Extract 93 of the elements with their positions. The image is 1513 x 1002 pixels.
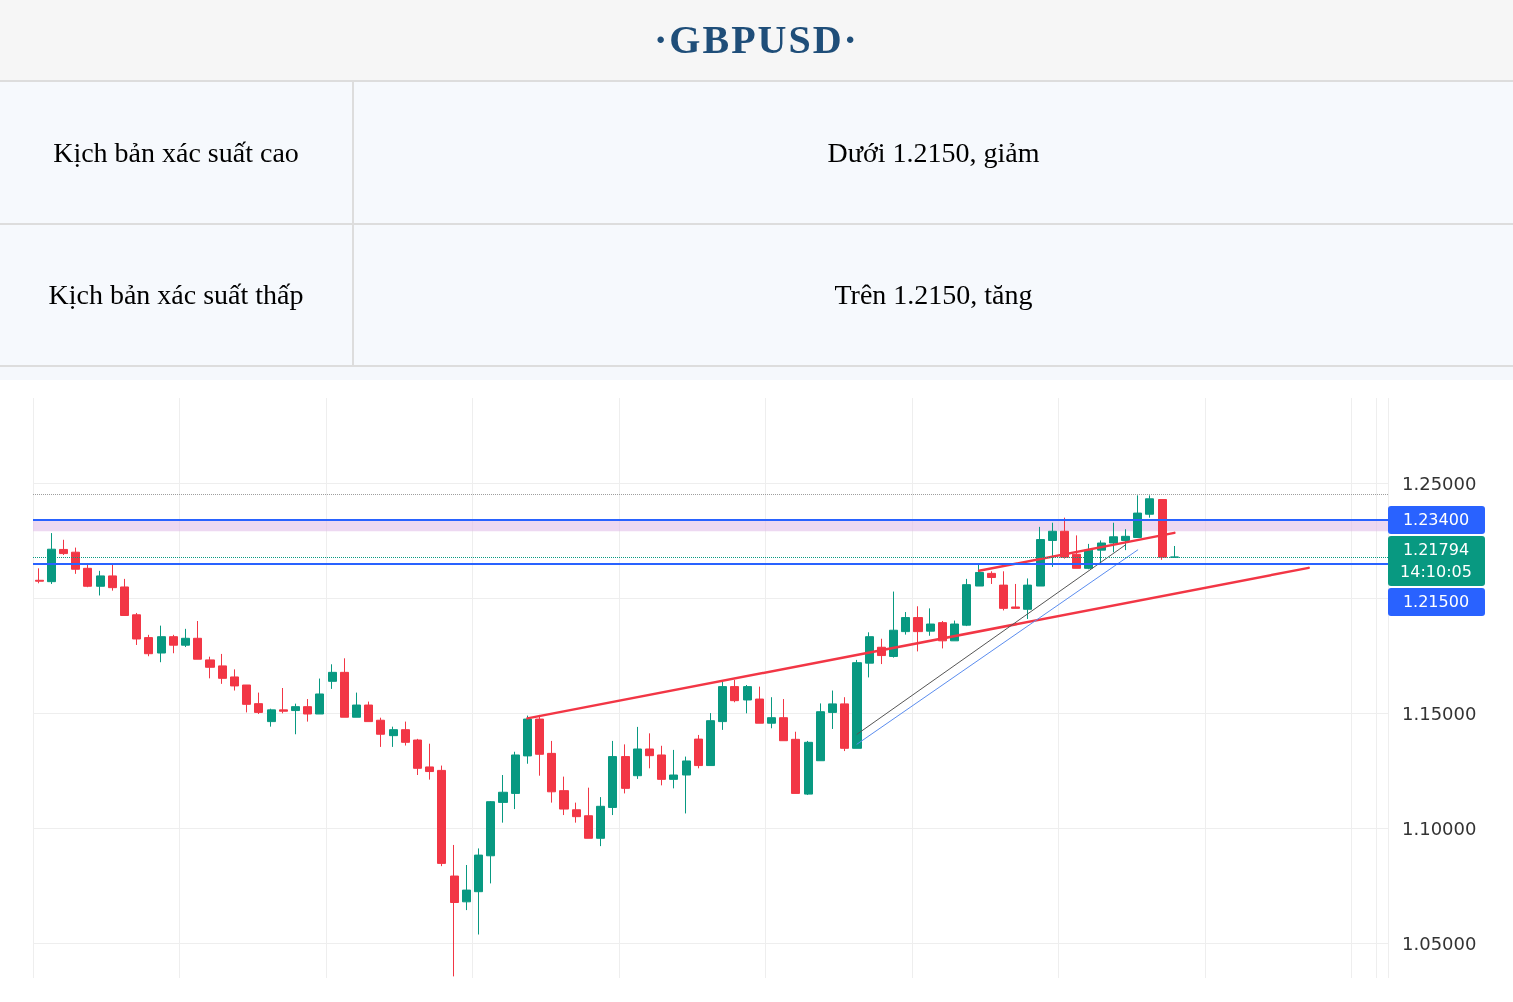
candlestick [596, 796, 605, 847]
candlestick [108, 564, 117, 592]
candlestick [1133, 494, 1142, 538]
candlestick [559, 776, 569, 816]
text: Kịch bản xác suất thấp [0, 224, 353, 366]
candlestick [230, 668, 239, 692]
y-tick-label: 1.25000 [1402, 472, 1477, 494]
candlestick [1048, 522, 1057, 568]
candlestick [840, 696, 849, 752]
candlestick [743, 684, 752, 714]
candlestick [279, 687, 288, 714]
candlestick [498, 774, 508, 824]
candlestick [901, 611, 910, 636]
candlestick [1121, 528, 1130, 551]
candlestick [926, 607, 935, 637]
candlestick [730, 679, 739, 703]
candlestick [340, 657, 349, 718]
candlestick [1145, 494, 1154, 519]
candlestick [511, 751, 520, 810]
candlestick [376, 717, 385, 748]
ref-line-label: 1.21500 [1402, 592, 1470, 612]
candlestick [779, 698, 788, 742]
candlestick [59, 539, 68, 556]
candlestick [291, 703, 300, 735]
candlestick [682, 756, 691, 814]
candlestick [437, 765, 446, 867]
candlestick [389, 726, 398, 748]
candlestick [669, 749, 678, 789]
candlestick [755, 686, 764, 724]
candlestick [303, 698, 312, 723]
candlestick [657, 745, 666, 786]
candlestick [694, 734, 703, 769]
text: Dưới 1.2150, giảm [353, 82, 1513, 224]
candlestick [975, 563, 984, 587]
candlestick [865, 631, 874, 678]
candlestick [767, 696, 776, 729]
candlestick [425, 743, 434, 781]
candlestick [144, 634, 153, 657]
y-tick-label: 1.15000 [1402, 702, 1477, 724]
candlestick [486, 800, 495, 884]
candlestick [608, 740, 617, 816]
candlestick [999, 570, 1008, 611]
candlestick [804, 740, 813, 796]
candlestick [913, 605, 923, 652]
candlestick [1023, 577, 1032, 620]
candlestick [35, 567, 44, 584]
candlestick [633, 726, 642, 780]
candlestick [169, 634, 178, 654]
candlestick [242, 684, 251, 713]
candlestick [218, 653, 227, 685]
ref-line-label: 1.21794 14:10:05 [1400, 540, 1472, 582]
candlestick [205, 656, 215, 679]
candlestick [547, 740, 556, 804]
candlestick [157, 625, 166, 663]
candlestick [364, 701, 373, 723]
candlestick [328, 663, 337, 690]
candlestick [193, 620, 202, 660]
candlestick [718, 681, 727, 731]
candlestick [889, 591, 898, 659]
candlestick [181, 628, 190, 648]
candlestick [132, 612, 141, 646]
candlestick [120, 578, 129, 616]
candlestick [83, 562, 92, 588]
candlestick [572, 802, 581, 824]
y-tick-label: 1.05000 [1402, 932, 1477, 954]
candlestick [96, 570, 105, 596]
candlestick [962, 578, 971, 627]
candlestick [1011, 583, 1020, 609]
candlestick [816, 702, 825, 762]
candlestick [523, 715, 532, 765]
candlestick [791, 731, 800, 794]
candlestick [267, 708, 276, 728]
candlestick [352, 692, 361, 718]
candlestick [584, 787, 593, 839]
candlestick [462, 864, 471, 911]
candlestick [1109, 522, 1118, 553]
candlestick [938, 620, 947, 649]
candlestick [828, 690, 837, 730]
candlestick [401, 721, 410, 747]
candlestick [621, 743, 630, 794]
chart-title: ·GBPUSD· [0, 0, 1513, 82]
text: Kịch bản xác suất cao [0, 82, 353, 224]
candlestick [315, 678, 324, 715]
candlestick [413, 738, 422, 776]
candlestick [254, 692, 263, 715]
candlestick [450, 844, 459, 977]
y-tick-label: 1.10000 [1402, 817, 1477, 839]
candlestick [645, 732, 654, 769]
candlestick [852, 659, 862, 749]
candlestick [474, 847, 483, 935]
text: Trên 1.2150, tăng [353, 224, 1513, 366]
candlestick [706, 712, 715, 767]
ref-line-label: 1.23400 [1402, 510, 1470, 530]
